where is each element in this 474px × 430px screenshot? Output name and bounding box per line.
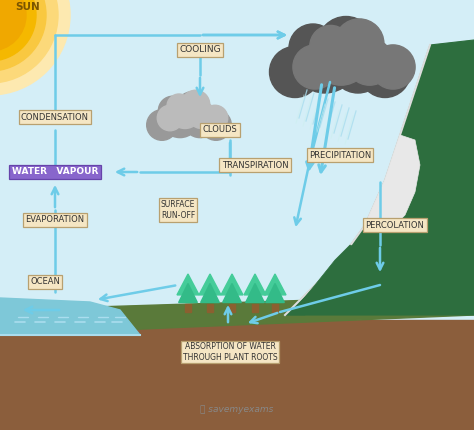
- Circle shape: [310, 25, 351, 67]
- Circle shape: [167, 94, 191, 118]
- Text: COOLING: COOLING: [179, 46, 221, 55]
- Polygon shape: [221, 274, 243, 295]
- Text: Ⓢ savemyexams: Ⓢ savemyexams: [201, 405, 273, 415]
- Circle shape: [371, 45, 415, 89]
- Bar: [185, 304, 191, 312]
- Text: TRANSPIRATION: TRANSPIRATION: [222, 160, 288, 169]
- Circle shape: [157, 105, 183, 131]
- Circle shape: [292, 27, 358, 93]
- Circle shape: [0, 0, 70, 95]
- Circle shape: [158, 96, 187, 125]
- Text: WATER   VAPOUR: WATER VAPOUR: [12, 168, 98, 176]
- Text: CLOUDS: CLOUDS: [202, 126, 237, 135]
- Circle shape: [175, 92, 210, 126]
- Polygon shape: [365, 135, 420, 225]
- Circle shape: [335, 19, 384, 68]
- Circle shape: [188, 101, 215, 129]
- Circle shape: [318, 16, 374, 74]
- Polygon shape: [264, 274, 286, 295]
- Polygon shape: [0, 298, 140, 335]
- Circle shape: [359, 46, 410, 98]
- Text: PERCOLATION: PERCOLATION: [365, 221, 424, 230]
- Polygon shape: [179, 283, 197, 302]
- Circle shape: [289, 24, 337, 72]
- Circle shape: [0, 0, 26, 51]
- Polygon shape: [265, 283, 284, 302]
- Circle shape: [146, 110, 177, 140]
- Circle shape: [0, 0, 46, 71]
- Circle shape: [270, 46, 320, 98]
- Bar: [272, 304, 278, 312]
- Circle shape: [0, 0, 58, 83]
- Circle shape: [160, 98, 200, 138]
- Bar: [229, 304, 235, 312]
- Circle shape: [0, 0, 36, 61]
- Circle shape: [202, 105, 228, 131]
- Polygon shape: [246, 283, 264, 302]
- Bar: [0, 320, 474, 430]
- Text: PRECIPITATION: PRECIPITATION: [309, 150, 371, 160]
- Circle shape: [181, 90, 210, 119]
- Bar: [252, 304, 258, 312]
- Text: SURFACE
RUN-OFF: SURFACE RUN-OFF: [161, 200, 195, 220]
- Circle shape: [312, 28, 370, 85]
- Circle shape: [168, 95, 201, 129]
- Circle shape: [183, 105, 216, 138]
- Text: EVAPORATION: EVAPORATION: [26, 215, 84, 224]
- Polygon shape: [177, 274, 199, 295]
- Bar: [315, 59, 393, 70]
- Bar: [207, 304, 213, 312]
- Text: CONDENSATION: CONDENSATION: [21, 113, 89, 122]
- Bar: [162, 120, 216, 127]
- Polygon shape: [290, 245, 360, 315]
- Polygon shape: [285, 40, 474, 315]
- Circle shape: [331, 39, 385, 93]
- Text: ABSORPTION OF WATER
THROUGH PLANT ROOTS: ABSORPTION OF WATER THROUGH PLANT ROOTS: [182, 342, 277, 362]
- Circle shape: [201, 110, 231, 140]
- Text: SUN: SUN: [16, 2, 40, 12]
- Text: OCEAN: OCEAN: [30, 277, 60, 286]
- Polygon shape: [199, 274, 221, 295]
- Circle shape: [293, 45, 337, 89]
- Polygon shape: [201, 283, 219, 302]
- Circle shape: [346, 38, 393, 85]
- Bar: [295, 63, 385, 75]
- Polygon shape: [244, 274, 266, 295]
- Polygon shape: [0, 295, 474, 335]
- Polygon shape: [223, 283, 241, 302]
- Bar: [170, 114, 215, 120]
